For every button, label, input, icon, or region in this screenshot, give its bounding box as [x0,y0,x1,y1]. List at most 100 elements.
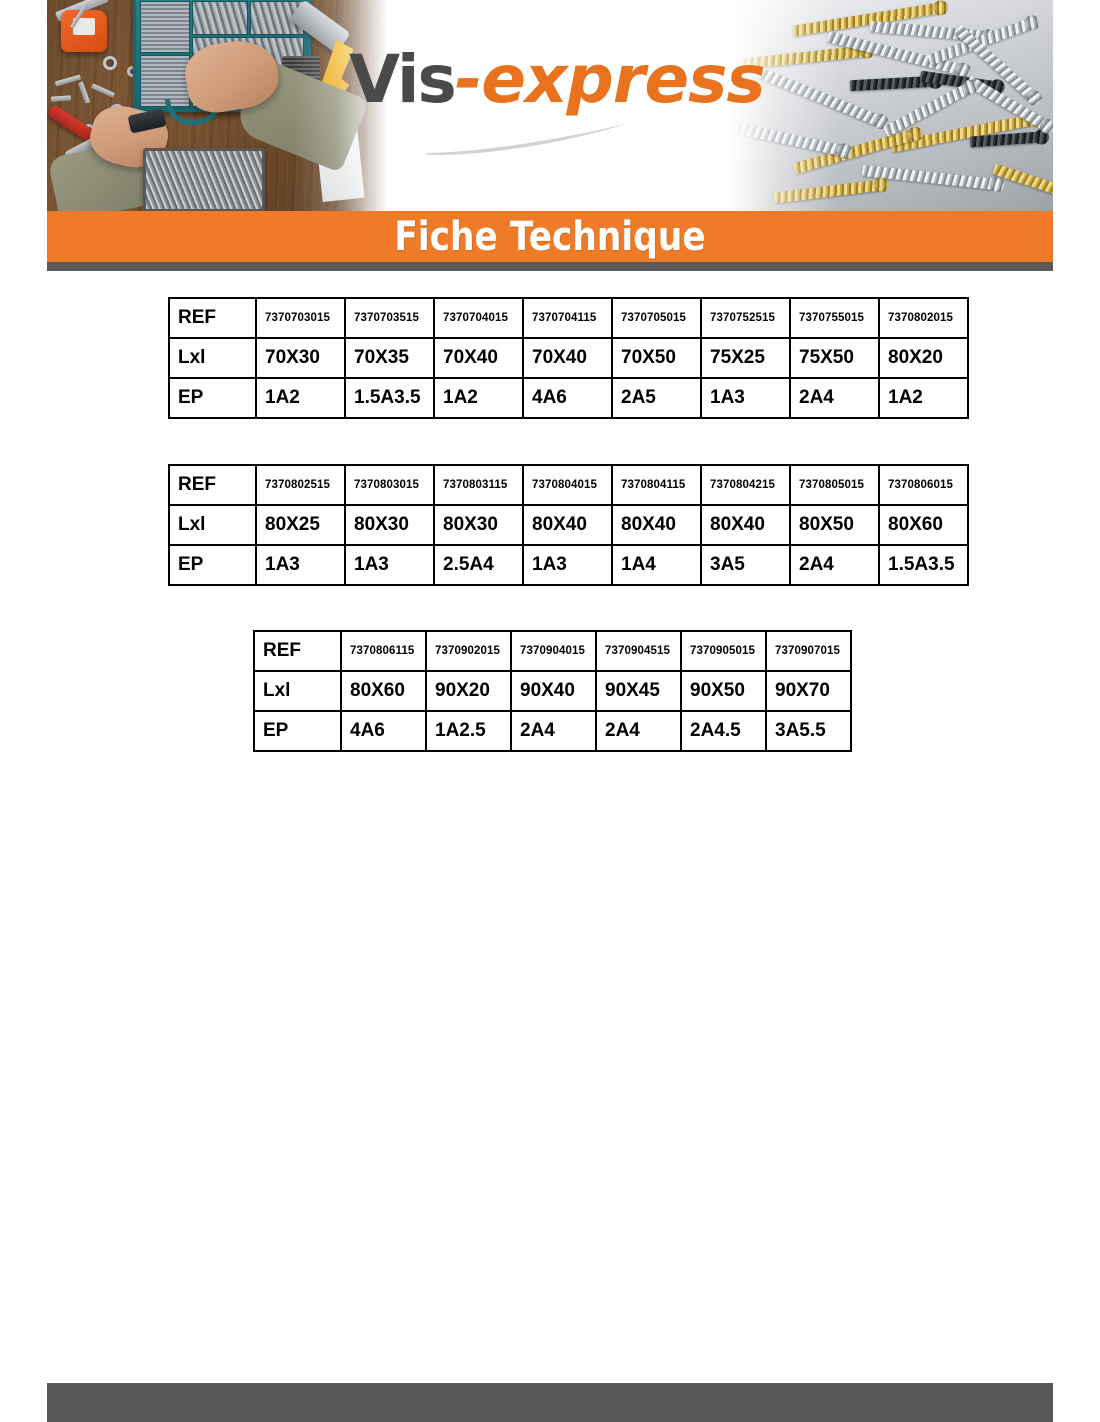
table-row-ep: EP 1A3 1A3 2.5A4 1A3 1A4 3A5 2A4 1.5A3.5 [168,544,969,586]
row-label-lxl: Lxl [168,337,257,379]
washer-icon [103,56,117,70]
row-label-ref: REF [168,464,257,506]
cell-ep: 1A2 [878,377,969,419]
cell-lxl: 80X30 [344,504,435,546]
cell-lxl: 80X30 [433,504,524,546]
cell-ref: 7370806015 [878,464,969,506]
logo-swoosh-icon [423,122,653,156]
page-title-banner: Fiche Technique [47,211,1053,262]
cell-ep: 2.5A4 [433,544,524,586]
cell-ref: 7370805015 [789,464,880,506]
cell-ep: 1A2.5 [425,710,512,752]
cell-lxl: 70X50 [611,337,702,379]
cell-ref: 7370703015 [255,297,346,339]
cell-ref: 7370907015 [765,630,852,672]
header-band: Vis-express [47,0,1053,211]
cell-ep: 2A4 [789,544,880,586]
cell-lxl: 80X25 [255,504,346,546]
logo-text-secondary: -express [454,41,766,118]
table-row-lxl: Lxl 70X30 70X35 70X40 70X40 70X50 75X25 … [168,337,969,379]
row-label-ep: EP [168,544,257,586]
cell-ref: 7370703515 [344,297,435,339]
cell-ep: 1.5A3.5 [878,544,969,586]
spec-table-3: REF 7370806115 7370902015 7370904015 737… [253,630,852,752]
cell-ref: 7370904015 [510,630,597,672]
cell-lxl: 90X40 [510,670,597,712]
cell-ref: 7370804015 [522,464,613,506]
cell-ref: 7370705015 [611,297,702,339]
cell-ep: 1A2 [255,377,346,419]
table-row-ep: EP 1A2 1.5A3.5 1A2 4A6 2A5 1A3 2A4 1A2 [168,377,969,419]
cell-lxl: 90X50 [680,670,767,712]
cell-lxl: 70X40 [433,337,524,379]
cell-ep: 3A5.5 [765,710,852,752]
cell-ref: 7370804115 [611,464,702,506]
cell-lxl: 90X20 [425,670,512,712]
cell-lxl: 75X50 [789,337,880,379]
cell-ref: 7370704115 [522,297,613,339]
row-label-ref: REF [168,297,257,339]
cell-lxl: 80X40 [700,504,791,546]
cell-ep: 3A5 [700,544,791,586]
cell-lxl: 75X25 [700,337,791,379]
cell-lxl: 70X30 [255,337,346,379]
cell-ref: 7370803115 [433,464,524,506]
cell-lxl: 80X60 [878,504,969,546]
cell-ref: 7370802515 [255,464,346,506]
row-label-ep: EP [168,377,257,419]
cell-ep: 2A4 [789,377,880,419]
footer-bar [47,1383,1053,1422]
cell-ref: 7370803015 [344,464,435,506]
cell-ref: 7370902015 [425,630,512,672]
cell-ep: 1A3 [522,544,613,586]
secondary-screw-box [143,148,265,211]
cell-lxl: 90X45 [595,670,682,712]
cell-ep: 2A5 [611,377,702,419]
tape-measure-icon [61,10,107,52]
cell-lxl: 80X40 [522,504,613,546]
cell-ep: 1A4 [611,544,702,586]
row-label-ref: REF [253,630,342,672]
cell-lxl: 80X60 [340,670,427,712]
cell-ep: 1A3 [344,544,435,586]
cell-ep: 2A4.5 [680,710,767,752]
cell-lxl: 90X70 [765,670,852,712]
table-row-ep: EP 4A6 1A2.5 2A4 2A4 2A4.5 3A5.5 [253,710,852,752]
screw-pile-photo [730,0,1053,211]
logo-text-primary: Vis [349,41,457,118]
workshop-photo [47,0,387,211]
cell-ref: 7370755015 [789,297,880,339]
table-row-ref: REF 7370703015 7370703515 7370704015 737… [168,297,969,339]
cell-ep: 2A4 [595,710,682,752]
brand-logo: Vis-express [349,38,766,168]
cell-ep: 1.5A3.5 [344,377,435,419]
page-title: Fiche Technique [394,213,706,260]
table-row-lxl: Lxl 80X25 80X30 80X30 80X40 80X40 80X40 … [168,504,969,546]
row-label-lxl: Lxl [253,670,342,712]
table-row-ref: REF 7370806115 7370902015 7370904015 737… [253,630,852,672]
cell-ep: 2A4 [510,710,597,752]
cell-lxl: 70X40 [522,337,613,379]
table-row-ref: REF 7370802515 7370803015 7370803115 737… [168,464,969,506]
cell-lxl: 80X50 [789,504,880,546]
cell-ref: 7370802015 [878,297,969,339]
cell-lxl: 70X35 [344,337,435,379]
cell-ref: 7370752515 [700,297,791,339]
cell-ref: 7370806115 [340,630,427,672]
cell-ep: 1A2 [433,377,524,419]
cell-ep: 1A3 [255,544,346,586]
spec-table-1: REF 7370703015 7370703515 7370704015 737… [168,297,969,419]
cell-ref: 7370905015 [680,630,767,672]
row-label-ep: EP [253,710,342,752]
row-label-lxl: Lxl [168,504,257,546]
cell-lxl: 80X40 [611,504,702,546]
cell-ref: 7370704015 [433,297,524,339]
cell-ep: 4A6 [340,710,427,752]
cell-ref: 7370904515 [595,630,682,672]
header-divider [47,262,1053,271]
spec-table-2: REF 7370802515 7370803015 7370803115 737… [168,464,969,586]
cell-ep: 1A3 [700,377,791,419]
cell-ep: 4A6 [522,377,613,419]
cell-lxl: 80X20 [878,337,969,379]
